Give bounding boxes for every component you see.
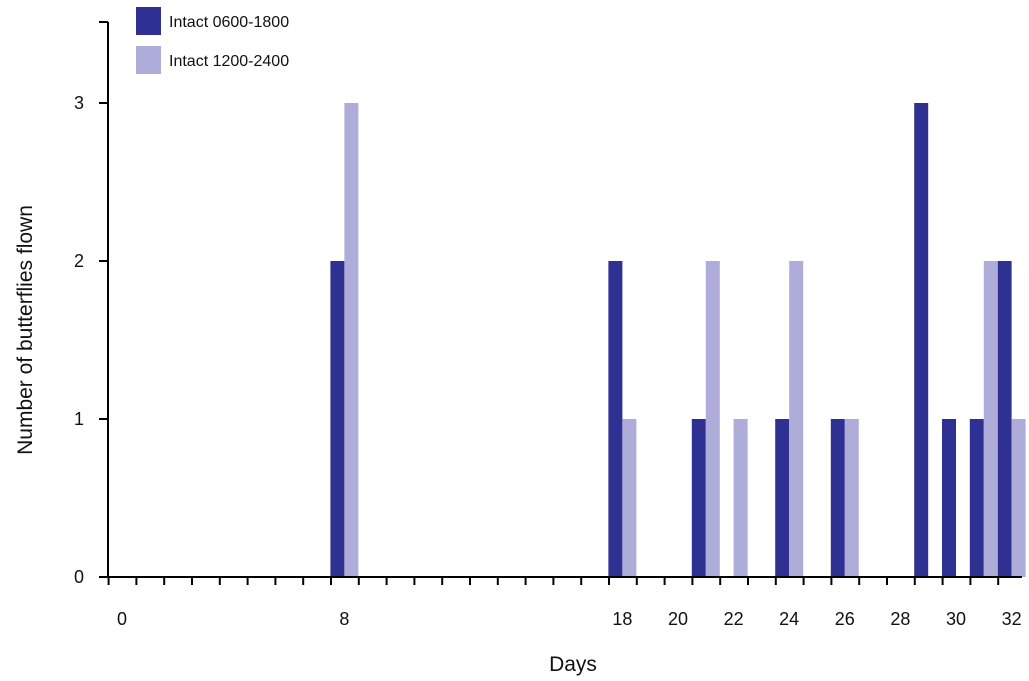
- y-tick-label: 3: [74, 93, 84, 113]
- x-tick-label: 24: [779, 609, 799, 629]
- bar-series-1-day-31: [969, 419, 984, 577]
- y-tick-label: 2: [74, 251, 84, 271]
- bar-series-2-day-32: [1011, 419, 1026, 577]
- x-tick-label: 30: [946, 609, 966, 629]
- x-tick-label: 28: [890, 609, 910, 629]
- bar-series-1-day-29: [914, 103, 929, 577]
- legend-label-1: Intact 0600-1800: [169, 14, 289, 31]
- legend-swatch-1: [136, 7, 161, 35]
- bar-series-1-day-30: [942, 419, 956, 577]
- legend-label-2: Intact 1200-2400: [169, 53, 289, 70]
- bar-series-1-day-18: [608, 261, 623, 577]
- bar-series-2-day-21: [705, 261, 720, 577]
- bar-series-1-day-21: [691, 419, 706, 577]
- bar-series-1-day-26: [830, 419, 845, 577]
- y-axis-tick-labels: 0 1 2 3: [74, 93, 84, 587]
- y-axis-title: Number of butterflies flown: [14, 205, 37, 455]
- bar-series-1-day-24: [775, 419, 790, 577]
- bars-layer: [330, 103, 1026, 577]
- x-tick-label: 26: [835, 609, 855, 629]
- bar-series-1-day-32: [997, 261, 1012, 577]
- x-tick-label: 0: [117, 609, 127, 629]
- x-tick-label: 20: [668, 609, 688, 629]
- x-axis-tick-labels: 0 8 18 20 22 24 26 28 30 32: [117, 609, 1022, 629]
- x-tick-label: 32: [1002, 609, 1022, 629]
- bar-series-2-day-8: [344, 103, 359, 577]
- bar-series-2-day-31: [983, 261, 998, 577]
- bar-series-2-day-26: [844, 419, 859, 577]
- bar-series-1-day-8: [330, 261, 345, 577]
- bar-series-2-day-24: [789, 261, 804, 577]
- y-axis-ticks: [99, 21, 108, 578]
- x-tick-label: 8: [339, 609, 349, 629]
- legend-swatch-2: [136, 46, 161, 74]
- x-tick-label: 22: [724, 609, 744, 629]
- x-axis-ticks: [107, 577, 1000, 585]
- y-tick-label: 0: [74, 567, 84, 587]
- bar-series-2-day-18: [622, 419, 637, 577]
- x-tick-label: 18: [612, 609, 632, 629]
- legend: Intact 0600-1800 Intact 1200-2400: [136, 7, 289, 74]
- y-tick-label: 1: [74, 409, 84, 429]
- x-axis-title: Days: [549, 653, 597, 676]
- bar-series-2-day-22: [733, 419, 748, 577]
